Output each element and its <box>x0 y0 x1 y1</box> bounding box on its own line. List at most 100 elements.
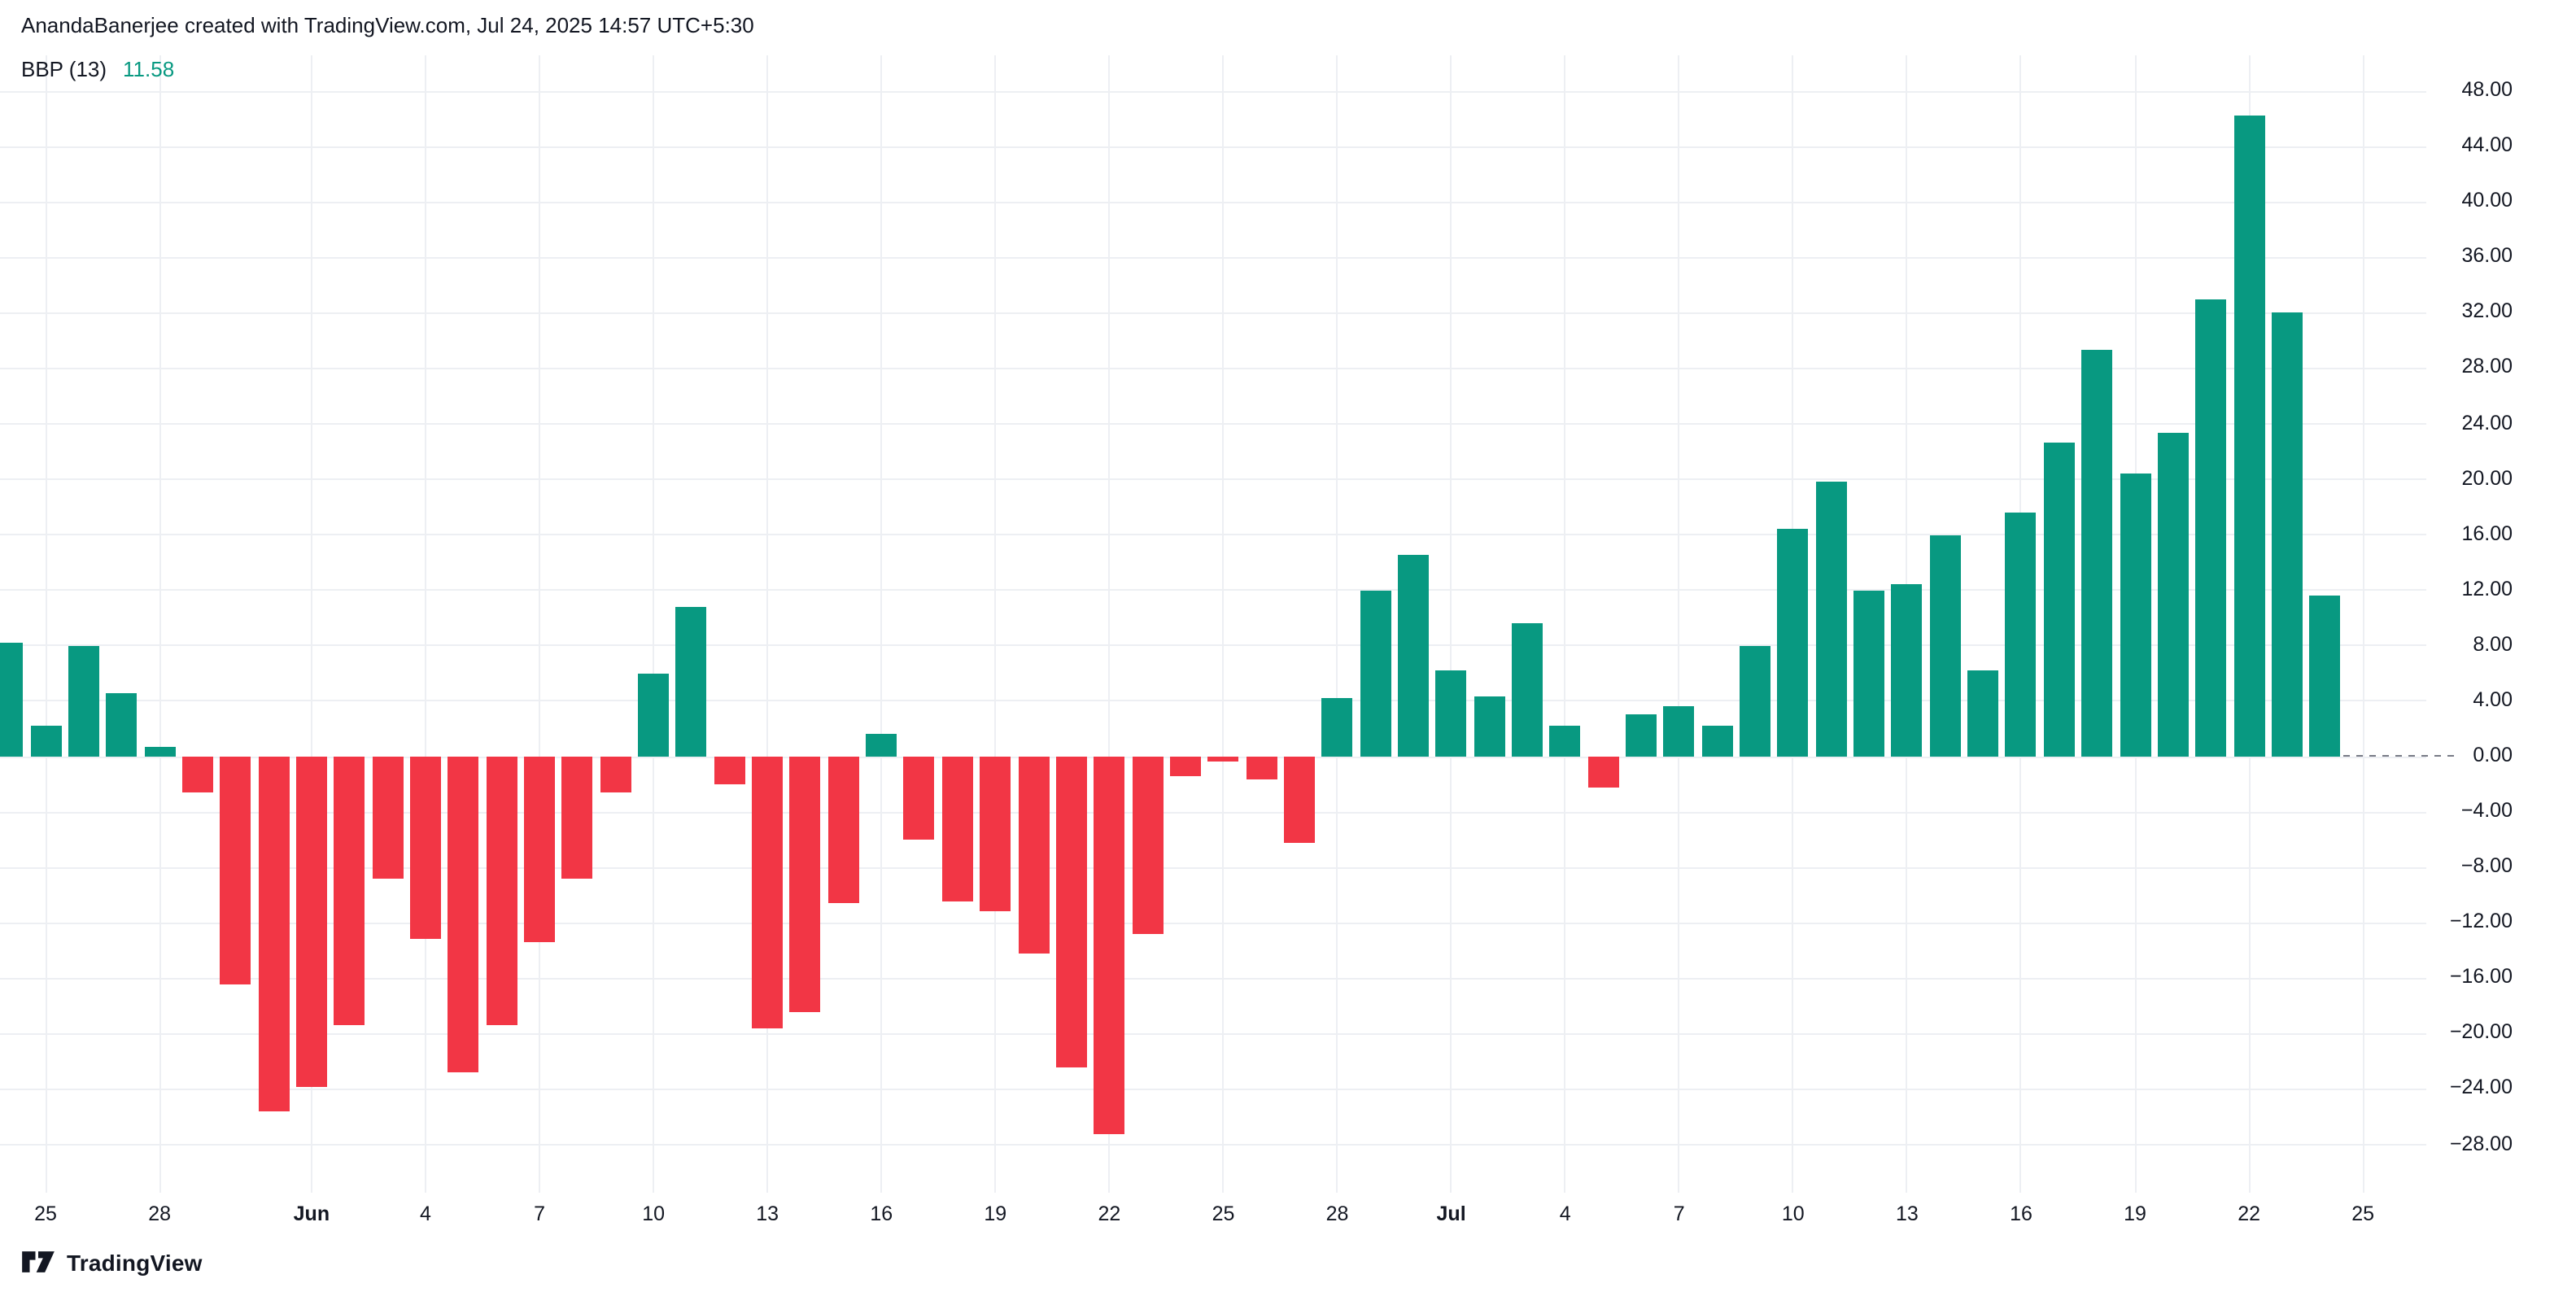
histogram-bar <box>1360 590 1391 757</box>
x-axis-label: 7 <box>1673 1202 1685 1225</box>
v-gridline <box>994 55 997 1193</box>
histogram-bar <box>2081 349 2113 757</box>
y-axis-label: 40.00 <box>2461 189 2513 212</box>
h-gridline <box>0 534 2426 536</box>
histogram-bar <box>2120 474 2151 757</box>
histogram-bar <box>2043 443 2075 757</box>
y-axis-label: 36.00 <box>2461 244 2513 268</box>
histogram-bar <box>2233 116 2265 757</box>
y-axis-label: 24.00 <box>2461 411 2513 434</box>
h-gridline <box>0 1144 2426 1146</box>
histogram-bar <box>1587 757 1619 788</box>
histogram-bar <box>334 757 365 1026</box>
indicator-legend[interactable]: BBP (13) 11.58 <box>21 57 174 81</box>
price-scale[interactable]: 48.00 44.00 40.00 36.00 32.00 28.00 24.00 20.00… <box>2426 0 2576 1237</box>
x-axis-label: 16 <box>2010 1202 2032 1225</box>
histogram-bar <box>258 757 290 1112</box>
h-gridline <box>0 256 2426 259</box>
y-axis-label: −24.00 <box>2449 1076 2513 1099</box>
histogram-bar <box>752 757 784 1028</box>
y-axis-label: 8.00 <box>2473 632 2513 656</box>
histogram-bar <box>1549 726 1581 757</box>
v-gridline <box>424 55 426 1193</box>
histogram-bar <box>2005 513 2037 757</box>
histogram-bar <box>1740 645 1771 757</box>
h-gridline <box>0 146 2426 148</box>
histogram-bar <box>144 747 176 757</box>
h-gridline <box>0 90 2426 93</box>
histogram-bar <box>980 757 1011 912</box>
h-gridline <box>0 589 2426 591</box>
x-axis-label: 25 <box>34 1202 57 1225</box>
v-gridline <box>1222 55 1225 1193</box>
v-gridline <box>880 55 883 1193</box>
histogram-bar <box>1929 535 1961 757</box>
histogram-bar <box>1018 757 1049 954</box>
h-gridline <box>0 312 2426 314</box>
histogram-bar <box>1815 482 1847 757</box>
histogram-bar <box>1283 757 1315 843</box>
histogram-bar <box>1207 757 1239 762</box>
h-gridline <box>0 423 2426 426</box>
histogram-bar <box>30 726 62 757</box>
v-gridline <box>2362 55 2364 1193</box>
x-axis-label: 25 <box>2351 1202 2375 1225</box>
y-axis-label: 16.00 <box>2461 522 2513 545</box>
x-axis-label: 4 <box>420 1202 431 1225</box>
y-axis-label: 28.00 <box>2461 355 2513 378</box>
h-gridline <box>0 1032 2426 1035</box>
histogram-bar <box>600 757 631 793</box>
v-gridline <box>1450 55 1452 1193</box>
h-gridline <box>0 201 2426 203</box>
tradingview-logo-text: TradingView <box>67 1249 203 1275</box>
y-axis-label: −4.00 <box>2460 799 2513 823</box>
histogram-bar <box>561 757 593 879</box>
v-gridline <box>310 55 312 1193</box>
h-gridline <box>0 478 2426 481</box>
histogram-bar <box>1967 670 1999 757</box>
x-axis-label: 10 <box>1781 1202 1805 1225</box>
time-scale[interactable]: 25 28 Jun 4 7 10 13 16 19 22 25 28 Jul 4 7 10 13 16 19 22 25 <box>0 1191 2426 1237</box>
h-gridline <box>0 644 2426 647</box>
x-axis-label: 13 <box>756 1202 779 1225</box>
histogram-bar <box>0 643 24 757</box>
h-gridline <box>0 367 2426 369</box>
h-gridline <box>0 811 2426 814</box>
histogram-bar <box>1397 554 1429 757</box>
histogram-bar <box>866 734 897 757</box>
x-axis-label: 28 <box>1325 1202 1349 1225</box>
v-gridline <box>1336 55 1338 1193</box>
y-axis-label: −28.00 <box>2449 1132 2513 1155</box>
histogram-bar <box>486 757 517 1026</box>
chart-plot-area[interactable] <box>0 0 2426 1193</box>
tradingview-logo[interactable]: TradingView <box>21 1248 203 1276</box>
y-axis-label: 48.00 <box>2461 78 2513 102</box>
zero-dashed-line <box>2343 755 2456 757</box>
histogram-bar <box>448 757 479 1073</box>
histogram-bar <box>1246 757 1277 779</box>
x-axis-label: Jul <box>1436 1202 1466 1225</box>
x-axis-label: 7 <box>534 1202 545 1225</box>
histogram-bar <box>2157 432 2189 757</box>
v-gridline <box>766 55 769 1193</box>
histogram-bar <box>638 673 670 757</box>
y-axis-label: −12.00 <box>2449 910 2513 933</box>
histogram-bar <box>1132 757 1164 935</box>
v-gridline <box>45 55 47 1193</box>
y-axis-label: −8.00 <box>2460 854 2513 878</box>
v-gridline <box>1564 55 1566 1193</box>
histogram-bar <box>2195 299 2227 757</box>
y-axis-label: 4.00 <box>2473 687 2513 711</box>
x-axis-label: Jun <box>293 1202 330 1225</box>
y-axis-label: 32.00 <box>2461 299 2513 323</box>
histogram-bar <box>1891 584 1923 757</box>
x-axis-label: 16 <box>870 1202 893 1225</box>
histogram-bar <box>1626 714 1657 757</box>
histogram-bar <box>1321 698 1353 757</box>
histogram-bar <box>1435 670 1467 757</box>
y-axis-label: 44.00 <box>2461 133 2513 157</box>
histogram-bar <box>1474 696 1505 757</box>
histogram-bar <box>524 757 556 943</box>
h-gridline <box>0 922 2426 924</box>
histogram-bar <box>181 757 213 793</box>
